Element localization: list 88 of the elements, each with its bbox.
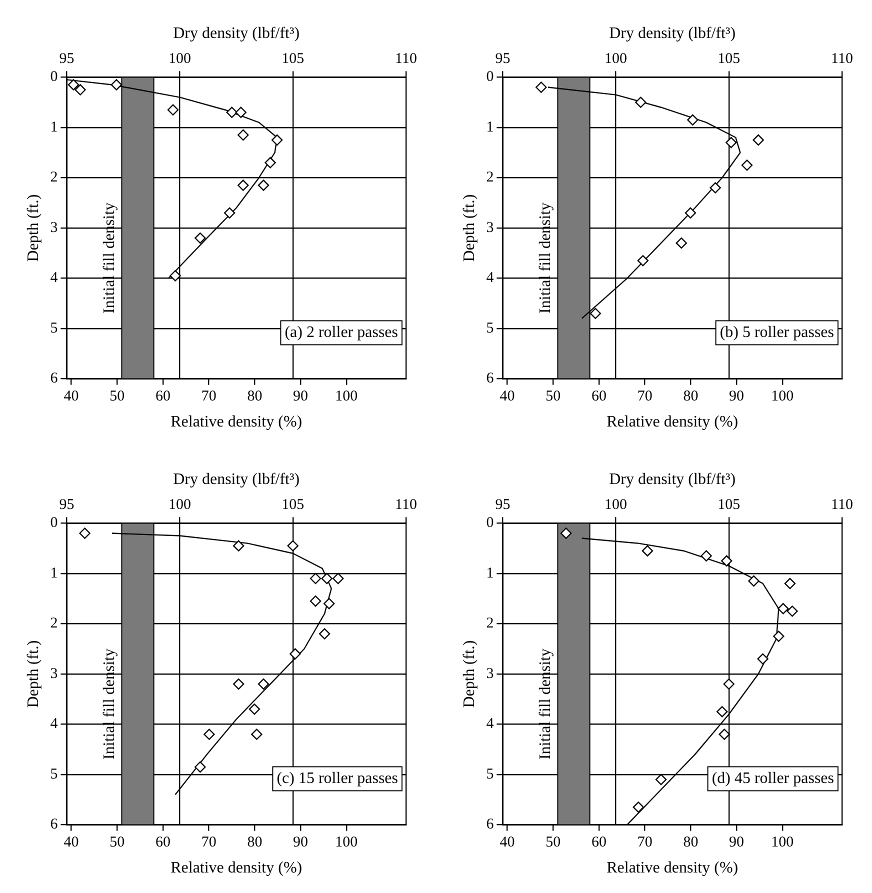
x-axis-title: Relative density (%)	[170, 414, 302, 431]
x2-tick-label: 95	[59, 497, 74, 514]
x-tick-label: 40	[500, 388, 515, 405]
y-tick-label: 4	[50, 270, 58, 286]
x-tick-label: 50	[110, 834, 125, 851]
x2-tick-label: 110	[831, 497, 853, 514]
x-tick-label: 100	[771, 834, 794, 851]
y-axis-title: Depth (ft.)	[24, 640, 42, 708]
y-tick-label: 6	[50, 816, 58, 833]
y-tick-label: 2	[486, 170, 494, 186]
x-tick-label: 90	[729, 388, 744, 405]
x-tick-label: 40	[500, 834, 515, 851]
x-tick-label: 80	[247, 388, 262, 405]
y-tick-label: 5	[486, 766, 494, 782]
annotation: (d) 45 roller passes	[712, 770, 834, 788]
y-tick-label: 5	[50, 320, 58, 336]
y-tick-label: 3	[50, 220, 58, 236]
x2-tick-label: 100	[604, 497, 628, 514]
x2-tick-label: 110	[395, 51, 417, 68]
x-tick-label: 70	[637, 388, 652, 405]
y-axis-title: Depth (ft.)	[24, 194, 42, 262]
y-tick-label: 3	[50, 666, 58, 682]
x-tick-label: 60	[155, 834, 170, 851]
y-tick-label: 6	[486, 816, 494, 833]
x2-tick-label: 105	[282, 497, 304, 514]
annotation: (b) 5 roller passes	[720, 324, 834, 342]
y-tick-label: 2	[50, 170, 58, 186]
y-tick-label: 0	[486, 515, 494, 532]
x2-axis-title: Dry density (lbf/ft³)	[173, 470, 300, 488]
x2-tick-label: 95	[59, 51, 74, 68]
y-tick-label: 1	[50, 565, 58, 582]
x-tick-label: 40	[64, 388, 79, 405]
x2-axis-title: Dry density (lbf/ft³)	[609, 470, 736, 488]
x-tick-label: 60	[155, 388, 170, 405]
y-tick-label: 3	[486, 220, 494, 236]
x-tick-label: 50	[546, 388, 561, 405]
y-tick-label: 0	[50, 69, 58, 86]
x2-tick-label: 100	[604, 51, 628, 68]
x2-axis-title: Dry density (lbf/ft³)	[173, 24, 300, 42]
y-tick-label: 2	[50, 616, 58, 632]
x-tick-label: 70	[201, 834, 216, 851]
y-tick-label: 1	[486, 119, 494, 136]
x2-tick-label: 105	[718, 497, 740, 514]
y-tick-label: 4	[486, 716, 494, 732]
x-tick-label: 100	[771, 388, 794, 405]
x-axis-title: Relative density (%)	[606, 860, 738, 877]
y-axis-title: Depth (ft.)	[460, 640, 478, 708]
x2-tick-label: 95	[495, 497, 510, 514]
y-tick-label: 6	[486, 370, 494, 387]
x-tick-label: 90	[293, 388, 308, 405]
x2-axis-title: Dry density (lbf/ft³)	[609, 24, 736, 42]
y-tick-label: 6	[50, 370, 58, 387]
y-tick-label: 4	[486, 270, 494, 286]
x2-tick-label: 100	[168, 51, 192, 68]
y-tick-label: 0	[50, 515, 58, 532]
x-tick-label: 50	[110, 388, 125, 405]
x2-tick-label: 100	[168, 497, 192, 514]
x-tick-label: 80	[247, 834, 262, 851]
y-tick-label: 5	[50, 766, 58, 782]
y-tick-label: 1	[486, 565, 494, 582]
x-tick-label: 100	[335, 834, 358, 851]
x-axis-title: Relative density (%)	[606, 414, 738, 431]
x-tick-label: 50	[546, 834, 561, 851]
x-tick-label: 40	[64, 834, 79, 851]
y-tick-label: 0	[486, 69, 494, 86]
x2-tick-label: 95	[495, 51, 510, 68]
x-tick-label: 60	[591, 834, 606, 851]
annotation: (a) 2 roller passes	[284, 324, 398, 342]
x-axis-title: Relative density (%)	[170, 860, 302, 877]
x2-tick-label: 110	[395, 497, 417, 514]
x2-tick-label: 105	[282, 51, 304, 68]
annotation: (c) 15 roller passes	[276, 770, 398, 788]
y-axis-title: Depth (ft.)	[460, 194, 478, 262]
x-tick-label: 80	[683, 834, 698, 851]
x2-tick-label: 105	[718, 51, 740, 68]
x-tick-label: 70	[201, 388, 216, 405]
y-tick-label: 5	[486, 320, 494, 336]
y-tick-label: 4	[50, 716, 58, 732]
x2-tick-label: 110	[831, 51, 853, 68]
x-tick-label: 90	[729, 834, 744, 851]
x-tick-label: 90	[293, 834, 308, 851]
x-tick-label: 100	[335, 388, 358, 405]
y-tick-label: 2	[486, 616, 494, 632]
x-tick-label: 80	[683, 388, 698, 405]
x-tick-label: 60	[591, 388, 606, 405]
y-tick-label: 1	[50, 119, 58, 136]
x-tick-label: 70	[637, 834, 652, 851]
y-tick-label: 3	[486, 666, 494, 682]
